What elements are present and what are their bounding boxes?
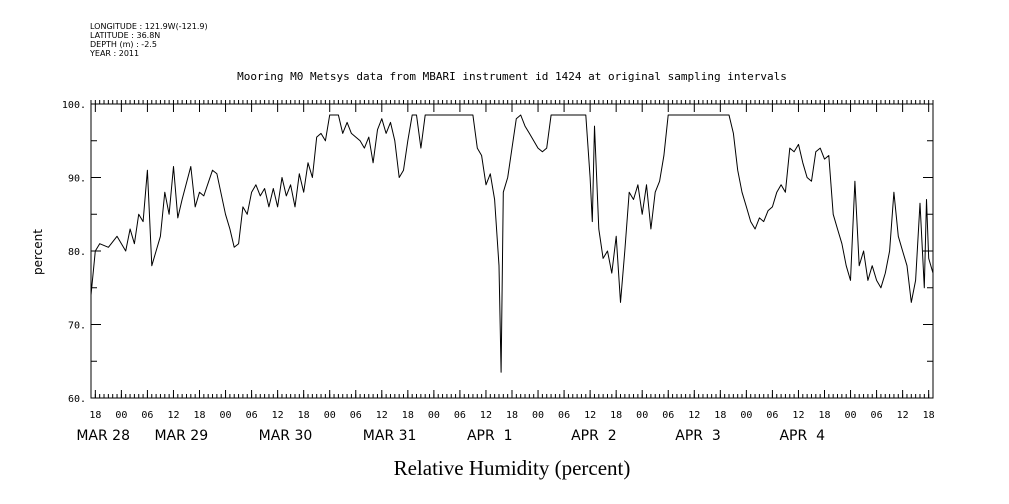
x-date-label: APR 1 [467, 428, 513, 444]
x-date-label: MAR 30 [259, 428, 313, 444]
x-tick-label: 18 [610, 410, 622, 421]
x-tick-label: 18 [506, 410, 518, 421]
latitude-text: LATITUDE : 36.8N [90, 31, 161, 40]
y-tick-label: 60. [68, 394, 86, 405]
chart-title: Mooring M0 Metsys data from MBARI instru… [237, 70, 787, 83]
x-tick-label: 00 [740, 410, 752, 421]
x-tick-label: 18 [923, 410, 935, 421]
x-tick-label: 00 [532, 410, 544, 421]
x-tick-label: 12 [792, 410, 804, 421]
y-tick-label: 80. [68, 247, 86, 258]
x-tick-label: 06 [662, 410, 674, 421]
x-tick-label: 18 [89, 410, 101, 421]
longitude-text: LONGITUDE : 121.9W(-121.9) [90, 22, 208, 31]
x-tick-label: 00 [115, 410, 127, 421]
x-tick-label: 18 [818, 410, 830, 421]
x-tick-label: 00 [428, 410, 440, 421]
x-tick-label: 12 [376, 410, 388, 421]
x-tick-label: 00 [220, 410, 232, 421]
y-tick-label: 70. [68, 321, 86, 332]
x-tick-label: 00 [636, 410, 648, 421]
x-date-label: MAR 29 [154, 428, 208, 444]
x-date-label: APR 3 [675, 428, 721, 444]
x-tick-label: 18 [402, 410, 414, 421]
x-tick-label: 18 [714, 410, 726, 421]
x-tick-label: 12 [272, 410, 284, 421]
x-tick-label: 18 [298, 410, 310, 421]
x-tick-label: 06 [766, 410, 778, 421]
x-tick-label: 12 [480, 410, 492, 421]
x-tick-label: 00 [324, 410, 336, 421]
depth-text: DEPTH (m) : -2.5 [90, 40, 157, 49]
y-axis-label: percent [31, 229, 45, 275]
x-tick-label: 06 [558, 410, 570, 421]
year-text: YEAR : 2011 [90, 49, 140, 58]
y-tick-label: 90. [68, 174, 86, 185]
x-date-label: MAR 31 [363, 428, 417, 444]
x-date-label: APR 4 [779, 428, 825, 444]
axes-layer: 60. 70. 80. 90. 100. 18 00 06 12 18 00 06 12 18 00 06 12… [62, 100, 935, 444]
x-tick-label: 06 [246, 410, 258, 421]
x-axis-label: Relative Humidity (percent) [394, 456, 631, 480]
metadata-block: LONGITUDE : 121.9W(-121.9) LATITUDE : 36… [90, 22, 208, 58]
x-tick-label: 12 [584, 410, 596, 421]
y-tick-label: 100. [62, 100, 86, 111]
x-date-label: MAR 28 [76, 428, 130, 444]
x-tick-label: 06 [141, 410, 153, 421]
x-tick-label: 12 [167, 410, 179, 421]
series-line [90, 114, 934, 373]
series-layer [90, 114, 934, 373]
x-tick-label: 06 [871, 410, 883, 421]
x-tick-label: 06 [350, 410, 362, 421]
x-tick-label: 18 [193, 410, 205, 421]
x-tick-label: 12 [897, 410, 909, 421]
x-tick-label: 12 [688, 410, 700, 421]
x-tick-label: 00 [845, 410, 857, 421]
x-tick-label: 06 [454, 410, 466, 421]
x-date-label: APR 2 [571, 428, 617, 444]
